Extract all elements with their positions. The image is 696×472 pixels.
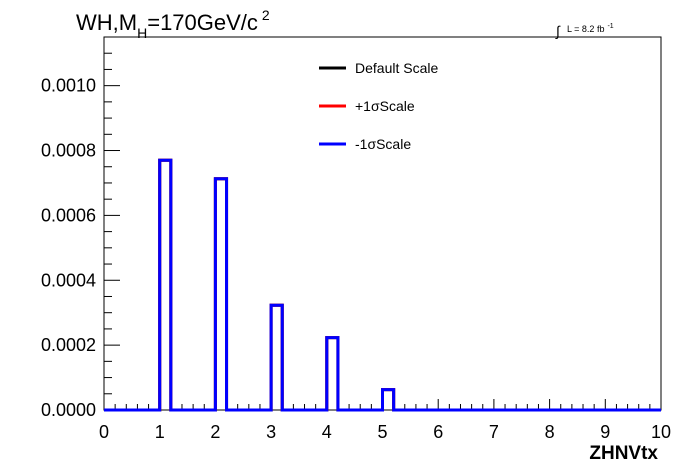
x-tick-label: 0 [99,422,109,442]
series-layer [104,158,661,412]
title-pre: WH,M [76,10,137,35]
y-tick-label: 0.0002 [41,335,96,355]
x-tick-label: 10 [651,422,671,442]
x-tick-label: 9 [600,422,610,442]
lumi-text: L = 8.2 fb [567,24,604,34]
series-line [104,158,661,412]
legend: Default Scale +1σScale -1σScale [319,60,438,152]
x-tick-label: 5 [377,422,387,442]
y-tick-label: 0.0004 [41,270,96,290]
y-tick-label: 0.0000 [41,400,96,420]
series-line [104,158,661,412]
plot-frame [103,36,662,411]
x-tick-label: 3 [266,422,276,442]
y-tick-label: 0.0006 [41,205,96,225]
x-tick-label: 1 [155,422,165,442]
x-axis-ticks: 0 1 2 3 4 5 6 7 8 9 10 [99,399,671,442]
x-tick-label: 7 [489,422,499,442]
title-superscript: 2 [262,7,270,23]
x-tick-label: 6 [433,422,443,442]
y-tick-label: 0.0010 [41,76,96,96]
x-tick-label: 2 [210,422,220,442]
title-subscript: H [137,25,147,41]
x-axis-label: ZHNVtx [589,443,658,464]
legend-entry: Default Scale [355,60,438,76]
lumi-label: L = 8.2 fb -1 [567,23,614,34]
title-mid: =170GeV/c [147,10,258,35]
x-tick-label: 4 [322,422,332,442]
chart-title: WH,MH=170GeV/c 2 [76,7,270,41]
lumi-superscript: -1 [607,23,613,30]
legend-entry: +1σScale [355,98,415,114]
series-line [104,158,661,412]
x-tick-label: 8 [545,422,555,442]
y-axis-ticks: 0.0000 0.0002 0.0004 0.0006 0.0008 0.0010 [41,36,120,420]
y-tick-label: 0.0008 [41,141,96,161]
legend-entry: -1σScale [355,136,411,152]
lumi-integral: ∫ [555,23,561,39]
